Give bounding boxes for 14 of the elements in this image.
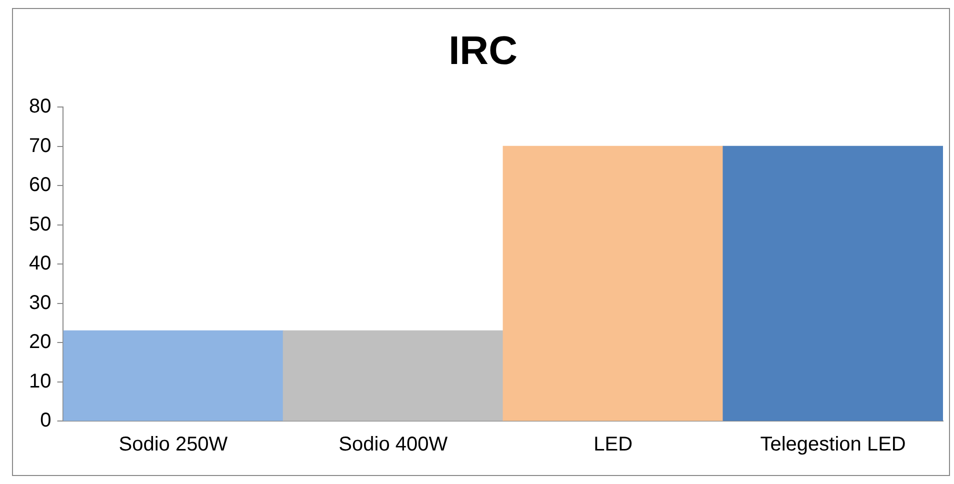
x-tick-label: LED [594,434,633,456]
y-tick-label: 60 [28,174,52,196]
y-tick-label: 40 [28,252,52,275]
y-tick-label: 80 [28,96,52,118]
y-tick-label: 10 [28,370,52,392]
x-tick-label: Telegestion LED [760,434,906,456]
y-tick-label: 20 [28,331,52,354]
y-tick-label: 50 [28,213,52,236]
y-tick-label: 70 [28,134,52,157]
y-tick-label: 30 [28,292,52,314]
y-tick-label: 0 [40,410,52,432]
x-tick-label: Sodio 250W [118,434,228,456]
x-tick-label: Sodio 400W [338,434,448,456]
chart-title: IRC [448,29,518,74]
